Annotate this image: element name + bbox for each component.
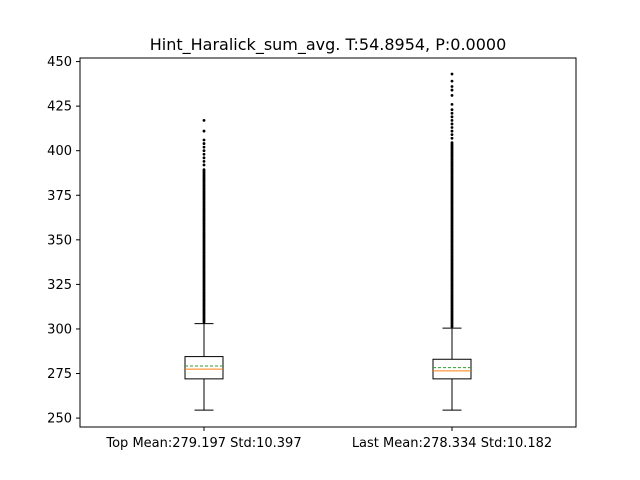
y-tick-label: 350 [47,233,72,248]
outlier-point [202,163,206,167]
y-tick-label: 300 [47,322,72,337]
outlier-point [450,85,454,88]
outlier-point [450,94,454,97]
outlier-point [450,108,454,112]
outlier-point [450,88,454,92]
outlier-point [202,118,206,122]
outlier-point [202,145,206,149]
outlier-point [202,149,206,153]
y-tick-label: 375 [47,189,72,204]
x-axis: Top Mean:279.197 Std:10.397 Last Mean:278… [105,427,552,451]
outlier-point [202,129,206,133]
outliers [450,72,454,329]
plot-area [184,72,472,411]
outlier-point [450,79,454,83]
outlier-point [202,159,206,163]
outlier-point [450,118,454,122]
x-tick-label: Last Mean:278.334 Std:10.182 [352,436,552,451]
axes-frame [79,57,577,428]
outlier-point [202,138,206,142]
outlier-point [202,156,206,160]
outlier-point [450,72,454,76]
outlier-point [450,129,454,133]
y-tick-label: 250 [47,412,72,427]
outlier-point [450,141,454,145]
outliers [202,118,206,324]
x-tick-label: Top Mean:279.197 Std:10.397 [105,436,301,451]
y-tick-label: 425 [47,100,72,115]
iqr-box [184,356,224,380]
iqr-box [432,358,472,380]
outlier-point [450,102,454,106]
y-tick-label: 275 [47,367,72,382]
y-axis: 250 275 300 325 350 375 400 425 450 [47,55,80,427]
outlier-point [450,133,454,137]
outlier-point [450,126,454,129]
outlier-point [450,136,454,140]
outlier-point [450,122,454,126]
y-tick-label: 325 [47,278,72,293]
outlier-point [202,142,206,145]
box-2 [432,72,472,411]
chart-title: Hint_Haralick_sum_avg. T:54.8954, P:0.00… [150,35,507,55]
outlier-point [202,152,206,156]
outlier-point [450,115,454,119]
y-tick-label: 450 [47,55,72,70]
outlier-point [450,111,454,115]
box-1 [184,118,224,411]
y-tick-label: 400 [47,144,72,159]
outlier-point [202,168,206,171]
